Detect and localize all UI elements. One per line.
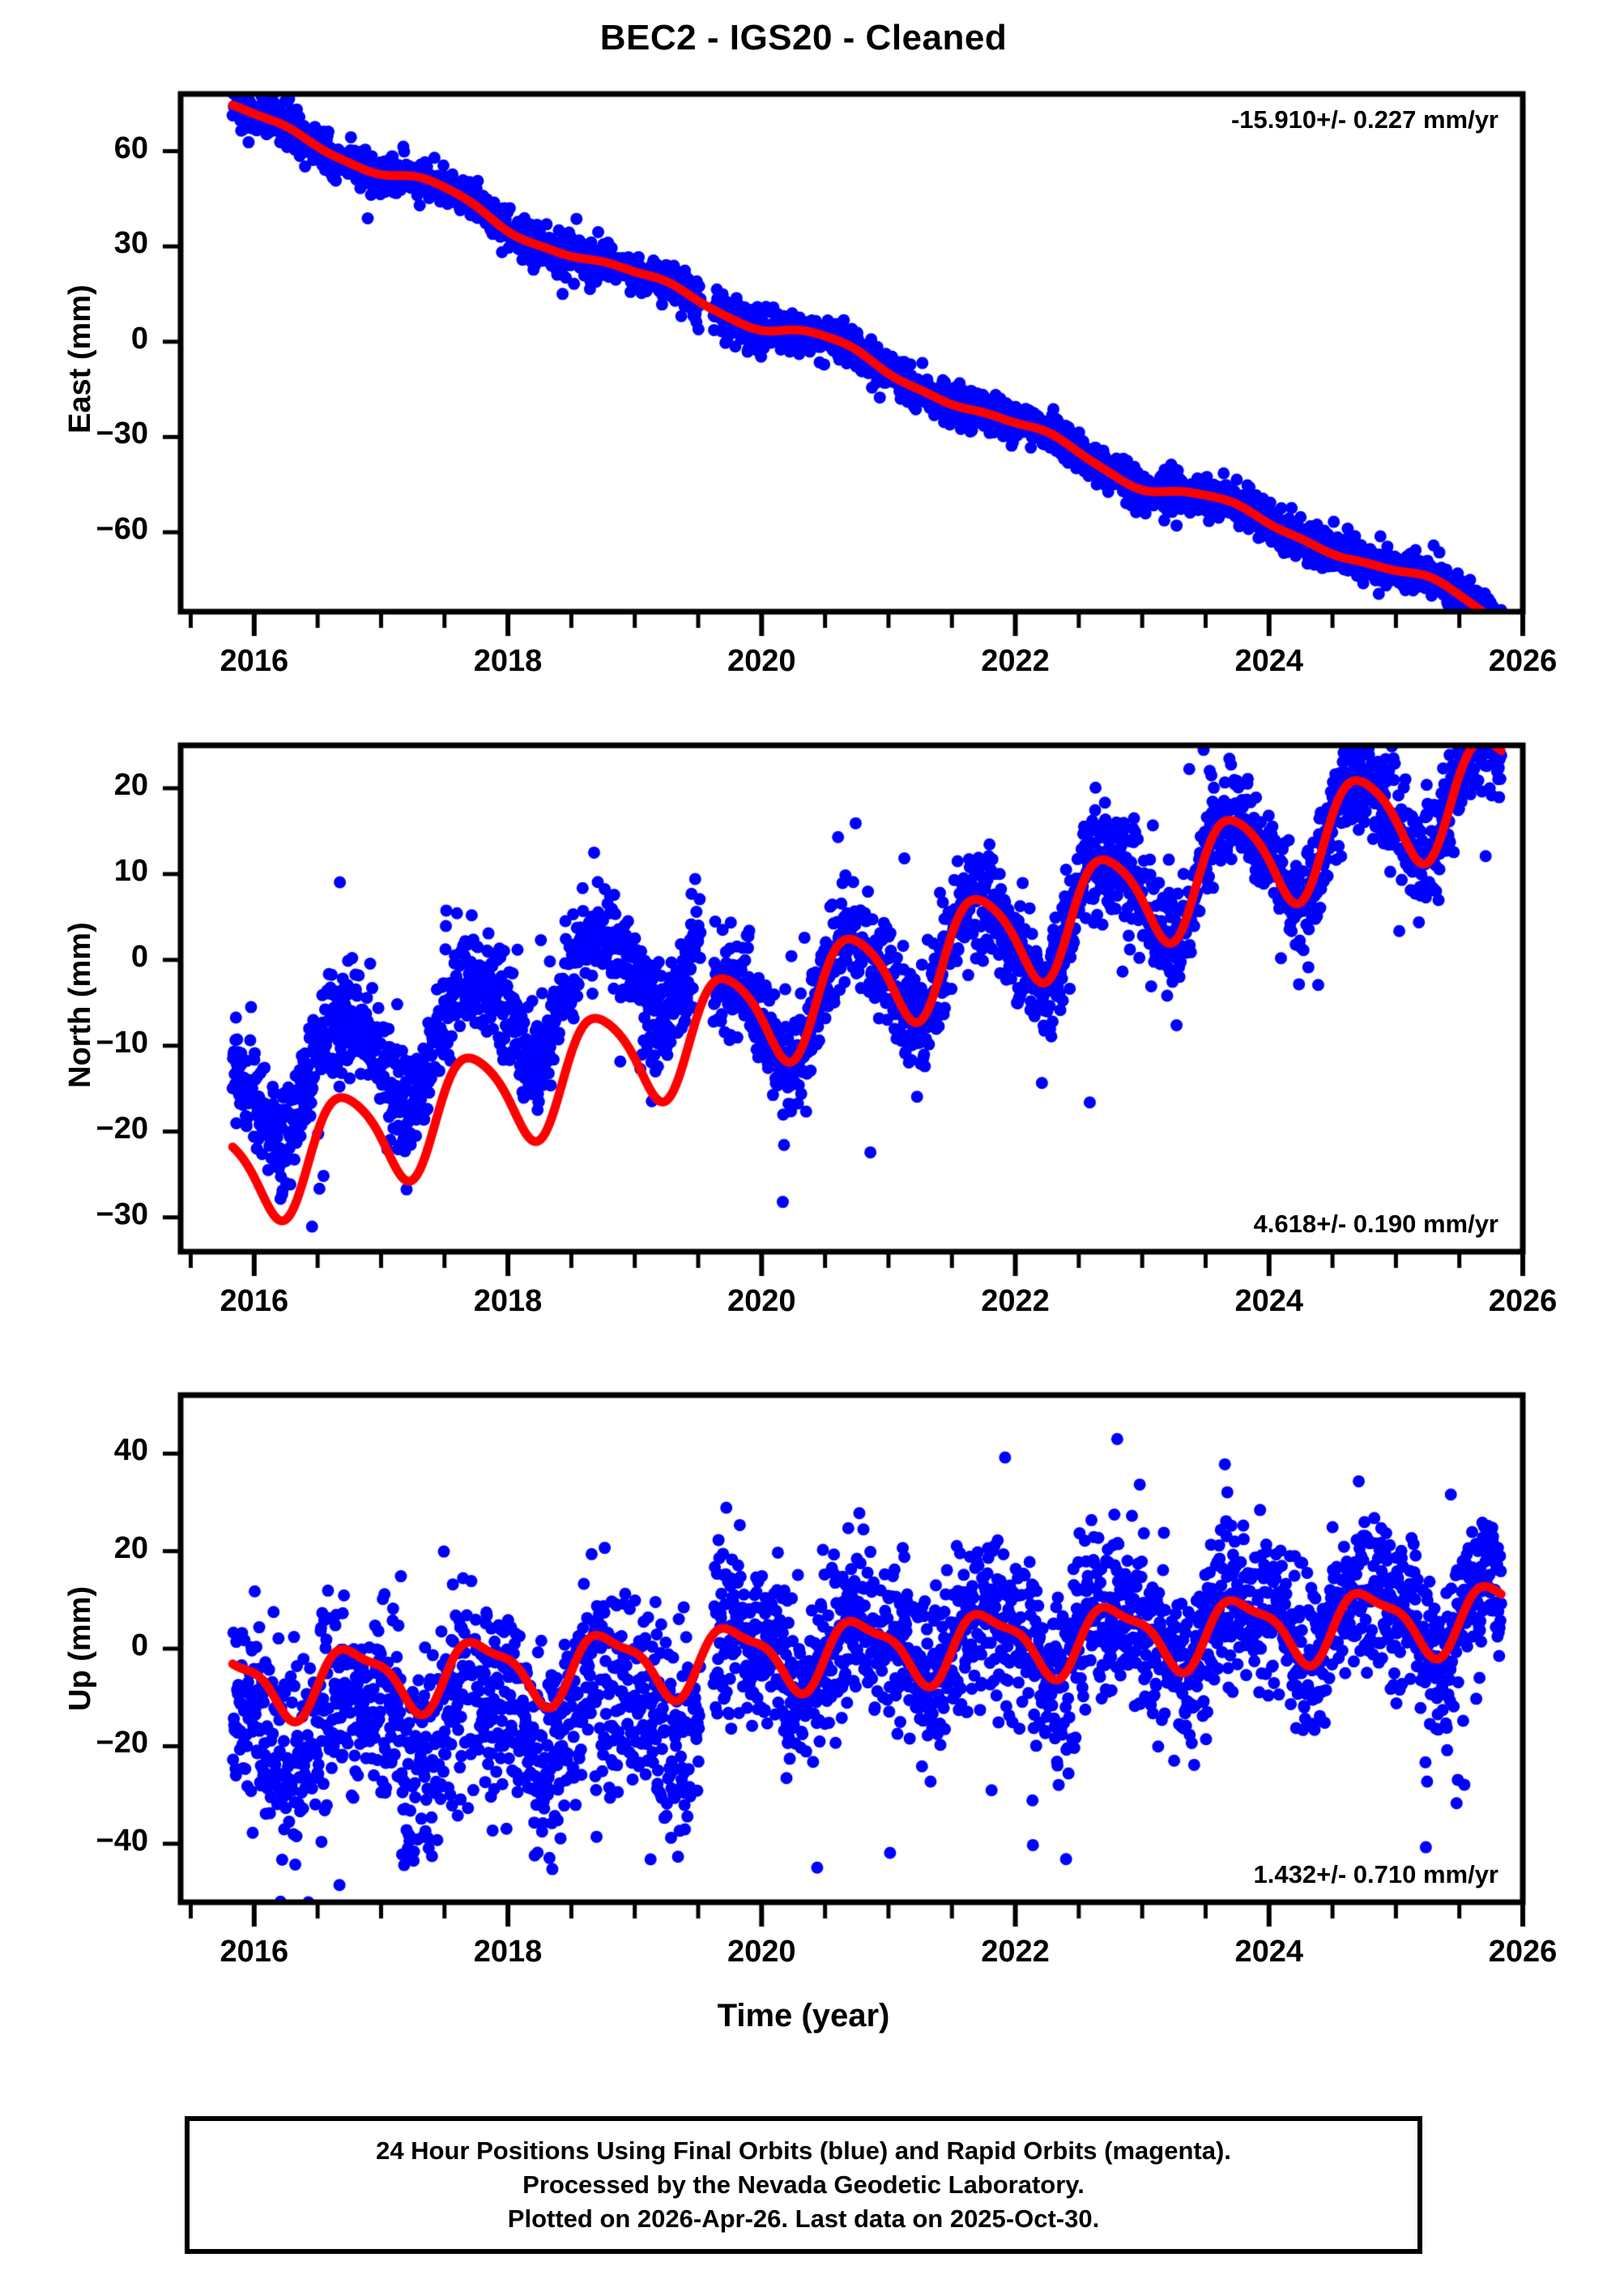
caption-line-3: Plotted on 2026-Apr-26. Last data on 202… bbox=[507, 2204, 1100, 2233]
caption-line-1: 24 Hour Positions Using Final Orbits (bl… bbox=[376, 2136, 1231, 2165]
caption-line-2: Processed by the Nevada Geodetic Laborat… bbox=[522, 2170, 1085, 2199]
caption-box: 24 Hour Positions Using Final Orbits (bl… bbox=[185, 2116, 1422, 2254]
